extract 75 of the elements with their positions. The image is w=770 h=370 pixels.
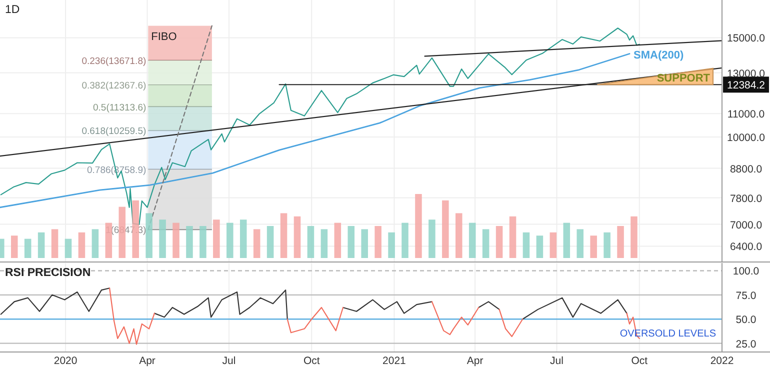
y-tick-label: 15000.0	[727, 32, 766, 45]
bar	[456, 213, 462, 258]
bar	[146, 213, 152, 258]
bar	[159, 220, 166, 258]
x-tick-label: 2020	[54, 355, 78, 367]
bar	[630, 216, 638, 258]
bar	[550, 232, 557, 258]
bar	[226, 222, 234, 258]
x-tick-label: Apr	[139, 355, 156, 367]
chart-title: 1D	[5, 4, 20, 16]
bar	[428, 220, 436, 258]
bar	[92, 229, 99, 258]
bar	[253, 229, 260, 258]
x-tick-label: Apr	[466, 355, 484, 367]
band-label: 0.236(13671.8)	[82, 56, 146, 67]
bar	[320, 229, 328, 258]
bar	[172, 222, 180, 258]
chart-title: RSI PRECISION	[5, 267, 91, 279]
bar	[468, 222, 476, 258]
series-label: SMA(200)	[634, 50, 684, 62]
annotation: FIBO	[151, 31, 178, 43]
bar	[64, 238, 72, 258]
y-tick-label: 7800.0	[730, 192, 762, 205]
bar	[280, 213, 288, 258]
y-tick-label: 75.0	[736, 290, 756, 302]
bar	[213, 220, 220, 258]
x-tick-label: 2022	[710, 355, 734, 367]
bar	[348, 226, 355, 258]
bar	[388, 232, 395, 258]
bar	[442, 200, 449, 258]
bar	[576, 229, 584, 258]
y-tick-label: 11000.0	[727, 108, 765, 121]
bar	[361, 229, 368, 258]
y-tick-label: 6400.0	[730, 241, 762, 254]
x-tick-label: Jul	[550, 355, 564, 367]
bar	[266, 226, 274, 258]
band-label: 0.618(10259.5)	[82, 126, 146, 138]
bar	[522, 232, 530, 258]
bar	[294, 216, 301, 258]
bar	[590, 236, 597, 258]
y-tick-label: 8800.0	[730, 163, 762, 176]
y-tick-label: 10000.0	[727, 132, 766, 144]
band-label: 0.5(11313.6)	[93, 102, 146, 114]
bar	[415, 194, 422, 258]
y-tick-label: 100.0	[732, 266, 760, 278]
y-tick-label: 7000.0	[730, 219, 762, 232]
bar	[536, 236, 544, 258]
bar	[496, 226, 503, 258]
line-series	[0, 53, 630, 208]
bar	[10, 236, 18, 258]
x-tick-label: Oct	[303, 355, 320, 367]
y-tick-label: 50.0	[736, 314, 756, 326]
bar	[24, 238, 32, 258]
bar	[78, 232, 86, 258]
data-label: 12384.2	[727, 80, 766, 92]
bar	[334, 222, 342, 258]
series-label: SUPPORT	[656, 72, 710, 85]
x-tick-label: 2021	[382, 355, 406, 367]
band-label: 0.382(12367.6)	[82, 80, 146, 92]
bar	[240, 220, 247, 258]
bar	[604, 232, 610, 258]
x-tick-label: Oct	[631, 355, 648, 367]
bar	[200, 226, 206, 258]
bar	[307, 226, 314, 258]
bar	[563, 222, 570, 258]
bar	[374, 226, 382, 258]
bar	[482, 229, 490, 258]
bar	[186, 226, 193, 258]
bar	[402, 222, 408, 258]
x-tick-label: Jul	[222, 355, 236, 367]
bar	[38, 232, 45, 258]
bar	[51, 229, 58, 258]
bar	[617, 226, 624, 258]
y-tick-label: 25.0	[736, 338, 756, 350]
bar	[509, 216, 516, 258]
